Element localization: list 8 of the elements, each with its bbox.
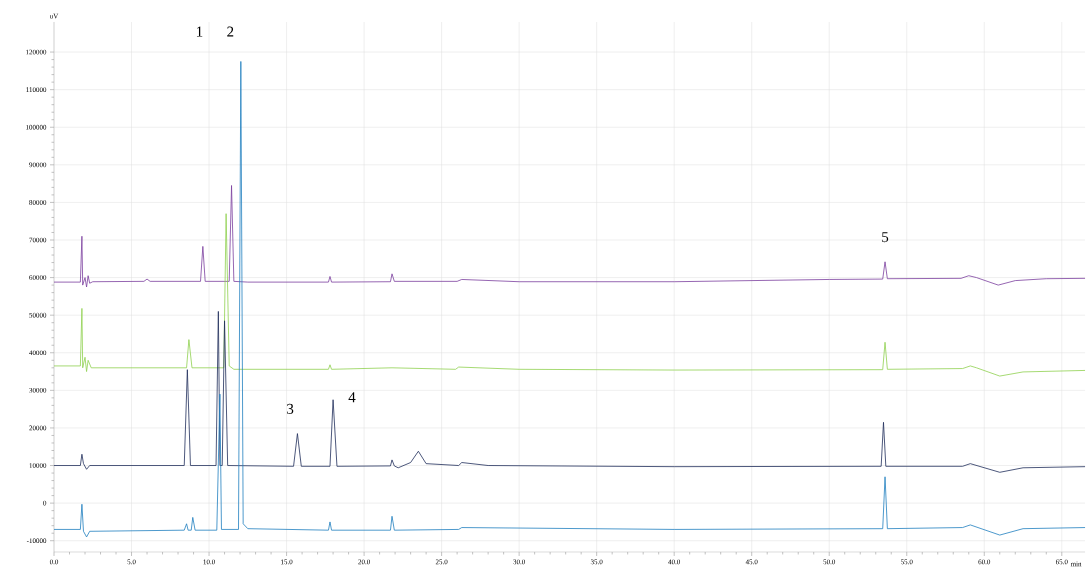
line-series: [53, 311, 1086, 473]
annotation: 2: [227, 26, 234, 37]
annotation: 5: [882, 232, 889, 243]
annotation: 4: [348, 392, 356, 403]
annotation: 1: [196, 26, 203, 37]
line-series: [53, 185, 1086, 288]
annotation: 3: [287, 403, 294, 414]
line-series: [53, 61, 1086, 538]
